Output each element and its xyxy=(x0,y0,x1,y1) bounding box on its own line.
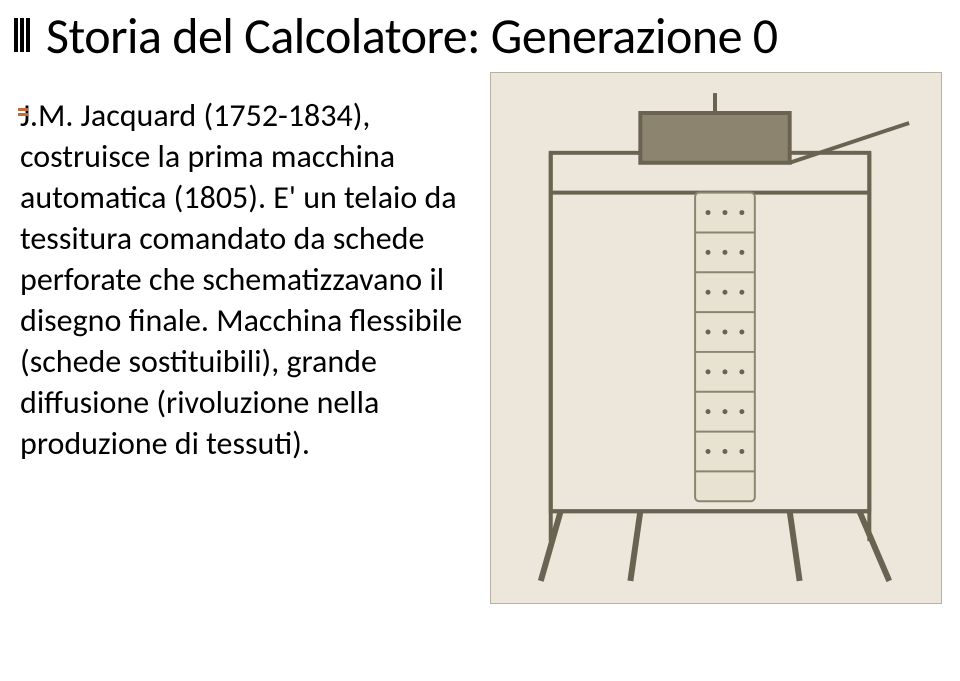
jacquard-photo xyxy=(490,72,942,604)
body-column: J.M. Jacquard (1752-1834), costruisce la… xyxy=(20,96,472,465)
body-bullet-icon xyxy=(18,108,28,118)
title-bullet-icon xyxy=(14,18,32,52)
jacquard-loom-svg xyxy=(491,73,941,603)
slide: Storia del Calcolatore: Generazione 0 J.… xyxy=(0,0,960,681)
slide-title: Storia del Calcolatore: Generazione 0 xyxy=(46,6,778,67)
body-paragraph: J.M. Jacquard (1752-1834), costruisce la… xyxy=(20,96,472,465)
